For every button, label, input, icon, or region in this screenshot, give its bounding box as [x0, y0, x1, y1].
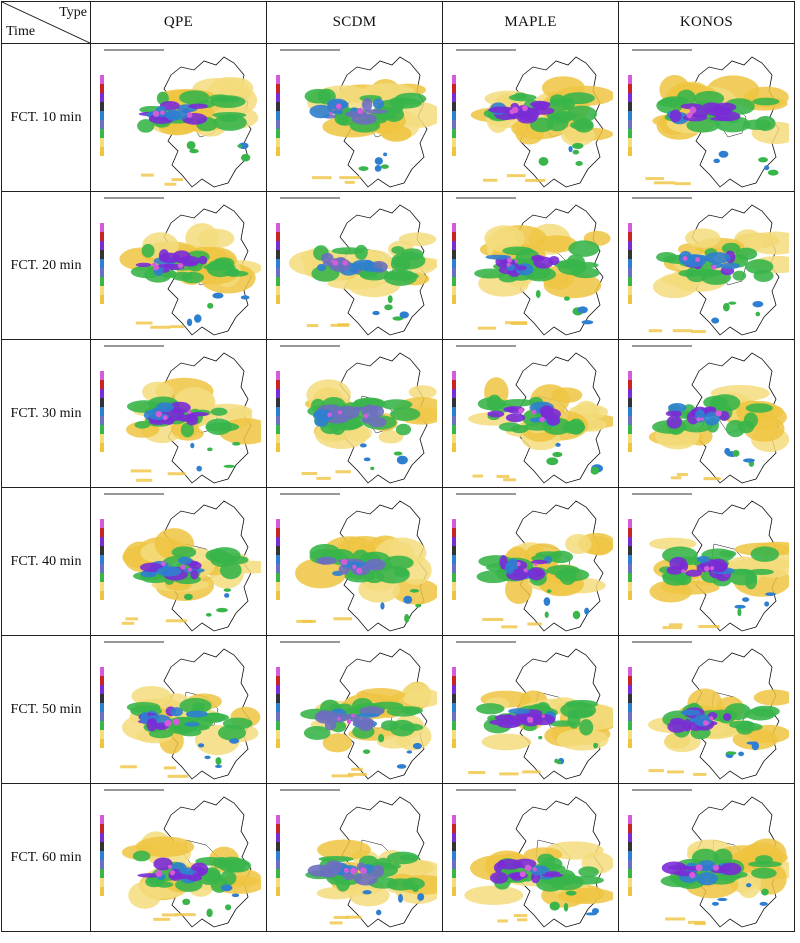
radar-map-konos [618, 191, 795, 340]
radar-map-scdm [266, 487, 443, 636]
radar-map-qpe [90, 43, 267, 192]
radar-map-maple [442, 635, 619, 784]
radar-map-image [100, 789, 261, 928]
radar-map-image [276, 493, 437, 632]
radar-map-maple [442, 43, 619, 192]
radar-map-qpe [90, 191, 267, 340]
forecast-row: FCT. 60 min [1, 783, 795, 932]
forecast-comparison-table: Type Time QPE SCDM MAPLE KONOS FCT. 10 m… [1, 1, 795, 932]
radar-map-konos [618, 487, 795, 636]
radar-map-image [276, 789, 437, 928]
row-header: FCT. 10 min [1, 43, 91, 192]
radar-map-image [452, 493, 613, 632]
radar-map-scdm [266, 191, 443, 340]
forecast-row: FCT. 40 min [1, 487, 795, 636]
time-label: Time [6, 24, 36, 39]
radar-map-konos [618, 635, 795, 784]
radar-map-image [100, 493, 261, 632]
forecast-row: FCT. 20 min [1, 191, 795, 340]
row-header: FCT. 40 min [1, 487, 91, 636]
diagonal-divider [2, 2, 90, 43]
type-label: Type [59, 5, 87, 20]
radar-map-image [100, 641, 261, 780]
radar-map-image [276, 49, 437, 188]
radar-map-konos [618, 783, 795, 932]
radar-map-image [100, 197, 261, 336]
forecast-row: FCT. 10 min [1, 43, 795, 192]
col-header-qpe: QPE [90, 1, 267, 44]
radar-map-image [628, 197, 789, 336]
radar-map-qpe [90, 635, 267, 784]
radar-map-maple [442, 191, 619, 340]
radar-map-image [100, 345, 261, 484]
radar-map-image [628, 641, 789, 780]
radar-map-qpe [90, 487, 267, 636]
radar-map-qpe [90, 783, 267, 932]
forecast-row: FCT. 50 min [1, 635, 795, 784]
radar-map-image [452, 197, 611, 336]
radar-map-image [452, 789, 613, 928]
row-header: FCT. 60 min [1, 783, 91, 932]
radar-map-image [100, 49, 259, 188]
radar-map-konos [618, 339, 795, 488]
radar-map-qpe [90, 339, 267, 488]
radar-map-image [452, 49, 613, 188]
radar-map-image [628, 493, 789, 632]
radar-map-image [452, 345, 613, 484]
corner-header: Type Time [1, 1, 91, 44]
radar-map-image [628, 345, 789, 484]
radar-map-image [452, 641, 613, 780]
radar-map-maple [442, 487, 619, 636]
radar-map-scdm [266, 43, 443, 192]
radar-map-maple [442, 783, 619, 932]
radar-map-scdm [266, 339, 443, 488]
radar-map-scdm [266, 635, 443, 784]
row-header: FCT. 50 min [1, 635, 91, 784]
radar-map-image [276, 197, 437, 336]
header-row: Type Time QPE SCDM MAPLE KONOS [1, 1, 795, 44]
radar-map-image [628, 789, 789, 928]
radar-map-konos [618, 43, 795, 192]
radar-map-image [628, 49, 789, 188]
radar-map-scdm [266, 783, 443, 932]
radar-map-image [276, 345, 437, 484]
row-header: FCT. 20 min [1, 191, 91, 340]
forecast-row: FCT. 30 min [1, 339, 795, 488]
radar-map-maple [442, 339, 619, 488]
row-header: FCT. 30 min [1, 339, 91, 488]
col-header-maple: MAPLE [442, 1, 619, 44]
col-header-scdm: SCDM [266, 1, 443, 44]
col-header-konos: KONOS [618, 1, 795, 44]
radar-map-image [276, 641, 437, 780]
